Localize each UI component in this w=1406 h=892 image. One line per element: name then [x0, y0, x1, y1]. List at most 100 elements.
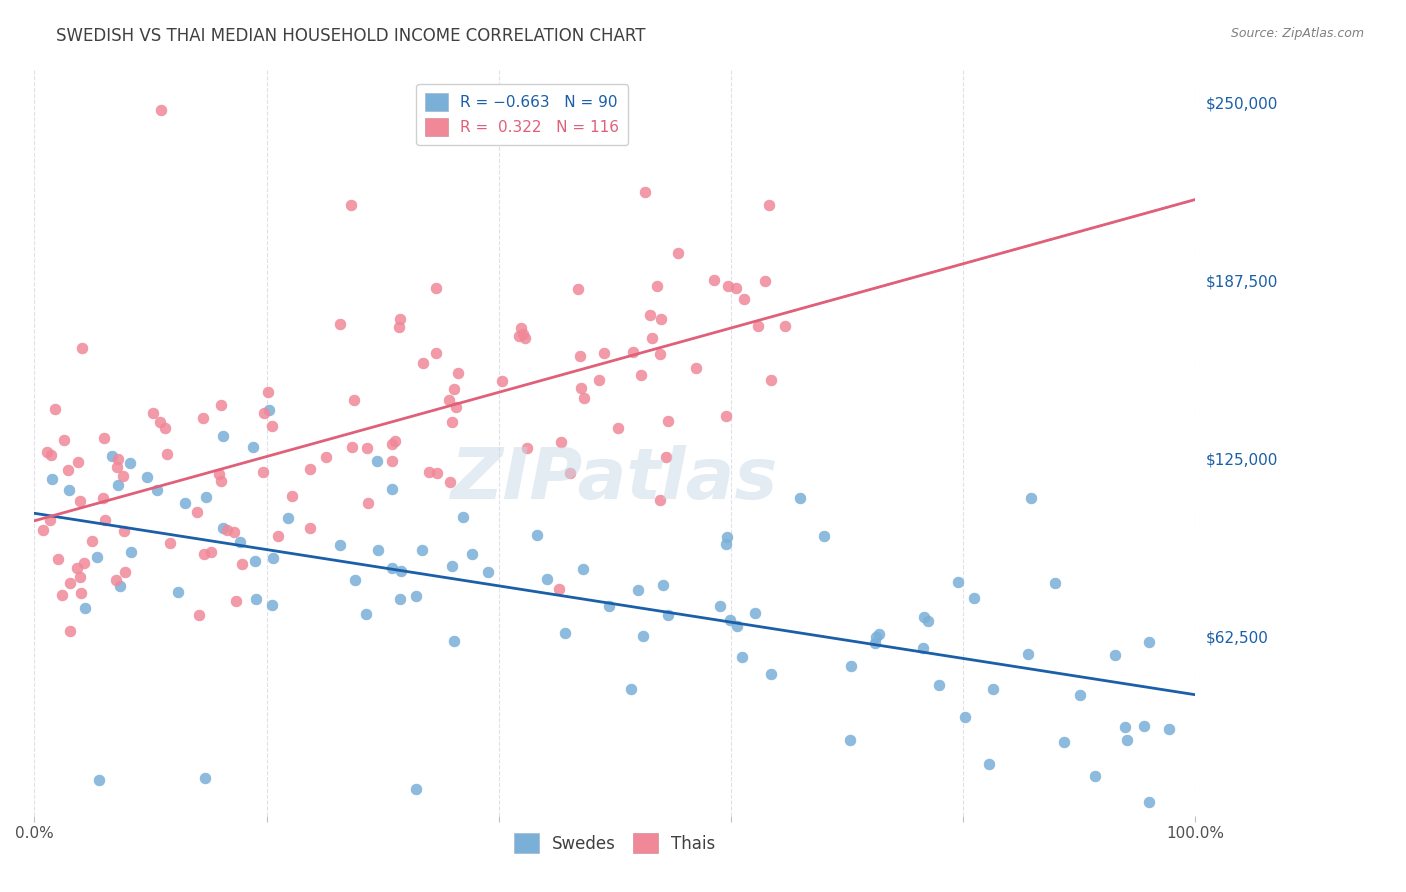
Point [257, 385, 280, 400]
Point [329, 317, 352, 331]
Point [512, 326, 534, 341]
Point [252, 465, 274, 479]
Point [52, 434, 75, 448]
Point [38, 513, 60, 527]
Point [1157, 723, 1180, 737]
Point [754, 274, 776, 288]
Point [412, 356, 434, 370]
Point [120, 456, 142, 470]
Point [339, 198, 361, 212]
Point [607, 421, 630, 435]
Point [108, 579, 131, 593]
Point [912, 641, 935, 656]
Point [381, 561, 404, 575]
Point [149, 103, 172, 117]
Text: SWEDISH VS THAI MEDIAN HOUSEHOLD INCOME CORRELATION CHART: SWEDISH VS THAI MEDIAN HOUSEHOLD INCOME … [56, 27, 645, 45]
Point [652, 578, 675, 592]
Text: $62,500: $62,500 [1206, 631, 1270, 646]
Point [56, 462, 79, 476]
Point [962, 591, 984, 606]
Point [225, 594, 247, 608]
Point [229, 535, 252, 549]
Point [91, 491, 114, 505]
Point [298, 521, 321, 535]
Point [153, 421, 176, 435]
Point [620, 681, 643, 696]
Point [384, 434, 406, 449]
Point [159, 536, 181, 550]
Point [69, 494, 91, 508]
Point [775, 318, 797, 333]
Point [1083, 769, 1105, 783]
Point [443, 634, 465, 648]
Point [262, 550, 284, 565]
Point [193, 410, 215, 425]
Point [1137, 795, 1160, 809]
Point [572, 562, 595, 576]
Point [461, 547, 484, 561]
Point [209, 398, 232, 412]
Point [166, 584, 188, 599]
Point [593, 346, 616, 360]
Point [195, 490, 218, 504]
Point [75, 600, 97, 615]
Point [645, 279, 668, 293]
Point [58, 483, 80, 497]
Point [107, 452, 129, 467]
Point [260, 418, 283, 433]
Point [32, 523, 55, 537]
Point [725, 619, 748, 633]
Point [724, 281, 747, 295]
Point [917, 614, 939, 628]
Point [789, 491, 811, 506]
Point [41, 472, 63, 486]
Point [200, 545, 222, 559]
Point [447, 366, 470, 380]
Point [114, 565, 136, 579]
Point [759, 666, 782, 681]
Point [839, 733, 862, 747]
Point [655, 450, 678, 465]
Point [758, 198, 780, 212]
Point [107, 478, 129, 492]
Point [526, 528, 548, 542]
Point [173, 496, 195, 510]
Point [389, 564, 412, 578]
Point [630, 368, 652, 382]
Point [491, 375, 513, 389]
Point [93, 432, 115, 446]
Point [215, 523, 238, 537]
Point [718, 613, 741, 627]
Point [912, 609, 935, 624]
Point [366, 454, 388, 468]
Point [69, 570, 91, 584]
Point [1043, 575, 1066, 590]
Point [70, 586, 93, 600]
Point [631, 630, 654, 644]
Point [548, 582, 571, 597]
Point [425, 346, 447, 360]
Point [955, 710, 977, 724]
Point [66, 455, 89, 469]
Point [733, 292, 755, 306]
Point [87, 772, 110, 787]
Point [209, 474, 232, 488]
Point [208, 467, 231, 482]
Point [626, 582, 648, 597]
Point [245, 591, 267, 606]
Point [260, 598, 283, 612]
Point [343, 393, 366, 408]
Point [356, 442, 378, 456]
Point [104, 573, 127, 587]
Point [267, 529, 290, 543]
Point [411, 543, 433, 558]
Point [657, 607, 679, 622]
Point [714, 537, 737, 551]
Text: Source: ZipAtlas.com: Source: ZipAtlas.com [1230, 27, 1364, 40]
Point [82, 534, 104, 549]
Point [709, 599, 731, 614]
Point [405, 781, 427, 796]
Point [1104, 648, 1126, 663]
Point [105, 460, 128, 475]
Point [440, 559, 463, 574]
